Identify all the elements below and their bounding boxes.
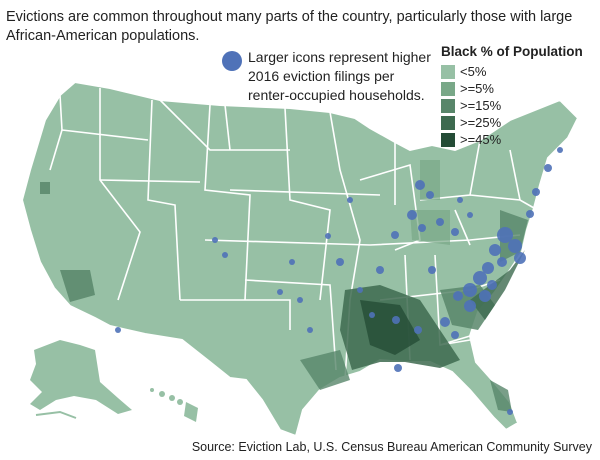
legend-item: >=5% bbox=[441, 80, 583, 97]
demographic-shading bbox=[40, 160, 528, 412]
legend-label: <5% bbox=[460, 64, 487, 79]
source-credit: Source: Eviction Lab, U.S. Census Bureau… bbox=[191, 440, 592, 454]
legend-item: <5% bbox=[441, 63, 583, 80]
legend-label: >=15% bbox=[460, 98, 502, 113]
eviction-circle-icon bbox=[222, 51, 242, 71]
legend-label: >=5% bbox=[460, 81, 494, 96]
map-headline: Evictions are common throughout many par… bbox=[6, 9, 573, 44]
icon-size-note: Larger icons represent higher 2016 evict… bbox=[222, 48, 433, 105]
icon-size-note-text: Larger icons represent higher 2016 evict… bbox=[248, 49, 431, 103]
legend-item: >=15% bbox=[441, 97, 583, 114]
legend-item: >=45% bbox=[441, 131, 583, 148]
legend-item: >=25% bbox=[441, 114, 583, 131]
legend-title: Black % of Population bbox=[441, 44, 583, 59]
legend-swatch bbox=[441, 98, 455, 113]
eviction-markers bbox=[115, 147, 563, 415]
legend-swatch bbox=[441, 132, 455, 147]
legend-label: >=45% bbox=[460, 132, 502, 147]
legend: Black % of Population <5% >=5% >=15% >=2… bbox=[441, 44, 583, 148]
legend-label: >=25% bbox=[460, 115, 502, 130]
hawaii-landmass bbox=[150, 388, 198, 422]
alaska-landmass bbox=[30, 340, 132, 414]
legend-swatch bbox=[441, 115, 455, 130]
legend-swatch bbox=[441, 64, 455, 79]
legend-swatch bbox=[441, 81, 455, 96]
